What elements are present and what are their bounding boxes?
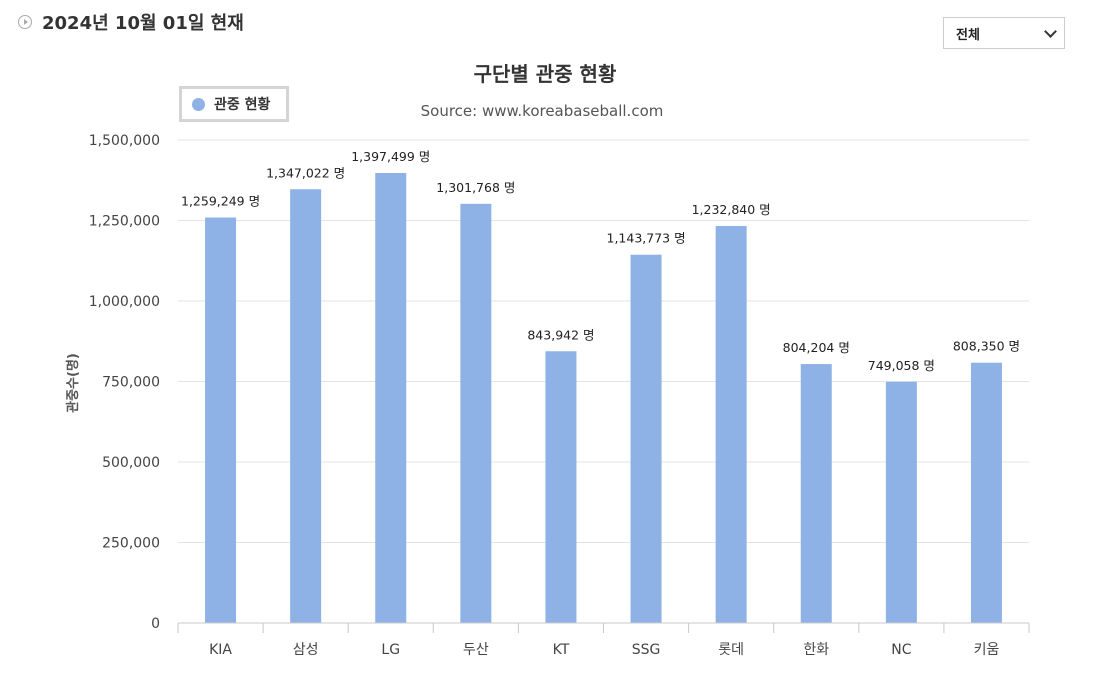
data-label: 1,301,768 명: [436, 180, 515, 195]
team-filter-value: 전체: [956, 27, 980, 43]
y-tick-label: 500,000: [102, 455, 160, 471]
data-label: 804,204 명: [783, 340, 850, 355]
legend-swatch: [192, 97, 205, 111]
data-label: 808,350 명: [953, 339, 1020, 354]
bar[interactable]: [885, 381, 917, 623]
date-heading: 2024년 10월 01일 현재: [42, 13, 244, 34]
x-tick-label: 삼성: [293, 642, 319, 658]
legend-label: 관중 현황: [214, 97, 271, 113]
y-tick-label: 1,250,000: [89, 214, 160, 230]
data-label: 1,143,773 명: [607, 231, 686, 246]
y-tick-label: 1,000,000: [89, 294, 160, 310]
x-tick-label: LG: [381, 642, 400, 658]
chart-legend[interactable]: 관중 현황: [179, 86, 289, 122]
bar[interactable]: [290, 189, 322, 623]
y-axis-label: 관중수(명): [65, 353, 81, 413]
x-tick-label: KT: [553, 642, 570, 658]
header: 2024년 10월 01일 현재: [18, 8, 244, 36]
x-tick-label: NC: [891, 642, 911, 658]
y-tick-label: 750,000: [102, 375, 160, 391]
bar[interactable]: [205, 217, 237, 623]
bar[interactable]: [630, 254, 662, 624]
data-label: 1,397,499 명: [351, 149, 430, 164]
bar[interactable]: [715, 226, 747, 623]
data-label: 843,942 명: [527, 327, 594, 342]
x-tick-label: 두산: [463, 642, 489, 658]
x-tick-label: 한화: [803, 642, 829, 658]
bar[interactable]: [970, 362, 1002, 623]
y-tick-label: 0: [151, 616, 160, 632]
circle-arrow-icon: [18, 15, 32, 29]
chart-title: 구단별 관중 현황: [474, 62, 617, 86]
y-tick-label: 1,500,000: [89, 133, 160, 149]
bar[interactable]: [460, 203, 492, 624]
bar[interactable]: [800, 364, 832, 623]
data-label: 1,232,840 명: [692, 202, 771, 217]
data-label: 1,259,249 명: [181, 194, 260, 209]
data-label: 1,347,022 명: [266, 165, 345, 180]
team-filter-select[interactable]: 전체: [943, 17, 1065, 49]
x-tick-label: 키움: [974, 642, 1000, 658]
chart-subtitle: Source: www.koreabaseball.com: [421, 102, 664, 120]
x-tick-label: 롯데: [718, 642, 744, 658]
y-tick-label: 250,000: [102, 536, 160, 552]
bar[interactable]: [375, 173, 407, 624]
data-label: 749,058 명: [868, 358, 935, 373]
x-tick-label: KIA: [209, 642, 232, 658]
bar[interactable]: [545, 351, 577, 623]
x-tick-label: SSG: [632, 642, 661, 658]
